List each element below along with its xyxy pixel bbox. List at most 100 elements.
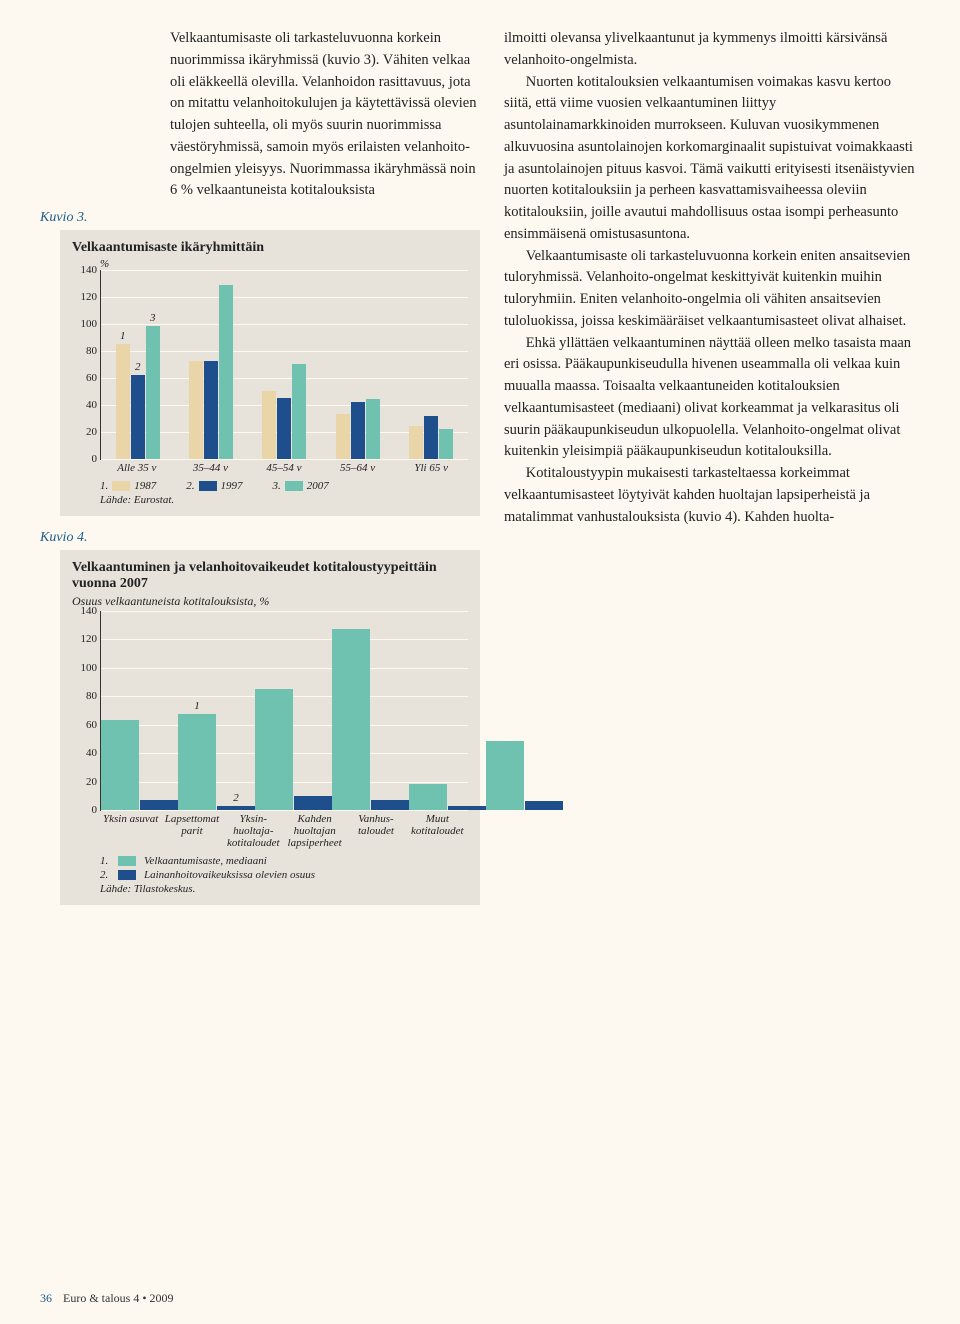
y-tick: 0 — [73, 804, 97, 816]
swatch — [285, 481, 303, 491]
bar-group: 12 — [178, 714, 255, 810]
legend-item: 1. 1987 — [100, 480, 156, 492]
bar — [140, 800, 178, 810]
bar: 2 — [131, 375, 145, 459]
bar — [277, 398, 291, 459]
right-para: Kotitaloustyypin mukaisesti tarkasteltae… — [504, 463, 920, 528]
bar — [439, 429, 453, 459]
x-label: Alle 35 v — [100, 462, 174, 474]
chart-source: Lähde: Tilastokeskus. — [100, 883, 468, 895]
bar — [448, 806, 486, 810]
x-label: 55–64 v — [321, 462, 395, 474]
y-tick: 100 — [73, 318, 97, 330]
kuvio3-label: Kuvio 3. — [40, 210, 480, 226]
bars: 123 — [101, 270, 468, 459]
bar — [366, 399, 380, 459]
bar-group — [262, 364, 306, 459]
right-para: Ehkä yllättäen velkaantuminen näyttää ol… — [504, 333, 920, 464]
y-tick: 60 — [73, 719, 97, 731]
kuvio4-label: Kuvio 4. — [40, 530, 480, 546]
bar-annot: 1 — [120, 330, 126, 342]
bar-group — [336, 399, 380, 459]
bar — [294, 796, 332, 810]
swatch — [118, 856, 136, 866]
bar — [336, 414, 350, 459]
legend-item: 1. Velkaantumisaste, mediaani — [100, 855, 468, 867]
bar — [255, 689, 293, 810]
bar-group — [255, 689, 332, 810]
right-para: Velkaantumisaste oli tarkasteluvuonna ko… — [504, 246, 920, 333]
x-label: Muut kotitaloudet — [407, 813, 468, 849]
legend-item: 2. 1997 — [186, 480, 242, 492]
intro-text: Velkaantumisaste oli tarkasteluvuonna ko… — [170, 28, 480, 202]
x-label: Lapsettomat parit — [161, 813, 222, 849]
bar: 1 — [178, 714, 216, 810]
plot-area: 020406080100120140123 — [100, 270, 468, 460]
bar — [424, 416, 438, 459]
x-label: Yksin asuvat — [100, 813, 161, 849]
x-labels: Alle 35 v35–44 v45–54 v55–64 vYli 65 v — [100, 462, 468, 474]
bar — [332, 629, 370, 810]
y-tick: 60 — [73, 372, 97, 384]
x-labels: Yksin asuvatLapsettomat paritYksin­huolt… — [100, 813, 468, 849]
bar — [525, 801, 563, 810]
gridline — [101, 810, 468, 811]
y-tick: 40 — [73, 747, 97, 759]
y-tick: 100 — [73, 662, 97, 674]
bar-group — [101, 720, 178, 810]
page-number: 36 — [40, 1291, 52, 1305]
chart-title: Velkaantuminen ja velanhoitovaikeudet ko… — [72, 560, 468, 592]
swatch — [112, 481, 130, 491]
bar — [204, 361, 218, 459]
x-label: Vanhus­taloudet — [345, 813, 406, 849]
y-unit: % — [100, 258, 468, 270]
right-para: ilmoitti olevansa ylivelkaantunut ja kym… — [504, 28, 920, 72]
bar-group: 123 — [116, 326, 160, 459]
bar-annot: 3 — [150, 312, 156, 324]
right-para: Nuorten kotitalouksien velkaantumisen vo… — [504, 72, 920, 246]
bar — [486, 741, 524, 810]
bar — [351, 402, 365, 459]
y-tick: 120 — [73, 633, 97, 645]
bar: 2 — [217, 806, 255, 810]
bar-group — [486, 741, 563, 810]
bar: 3 — [146, 326, 160, 459]
bar-group — [409, 784, 486, 810]
bar-annot: 2 — [233, 792, 239, 804]
legend: 1. 1987 2. 1997 3. 2007 — [100, 480, 468, 492]
x-label: 45–54 v — [247, 462, 321, 474]
bar — [409, 784, 447, 810]
right-column: ilmoitti olevansa ylivelkaantunut ja kym… — [504, 28, 920, 1258]
bar-annot: 1 — [194, 700, 200, 712]
bar-annot: 2 — [135, 361, 141, 373]
swatch — [199, 481, 217, 491]
bar — [101, 720, 139, 810]
bar — [219, 285, 233, 459]
y-tick: 120 — [73, 291, 97, 303]
swatch — [118, 870, 136, 880]
y-tick: 20 — [73, 776, 97, 788]
x-label: Kahden huoltajan lapsiperheet — [284, 813, 345, 849]
bar-group — [332, 629, 409, 810]
bar — [262, 391, 276, 459]
x-label: Yksin­huoltaja­kotitaloudet — [223, 813, 284, 849]
y-tick: 140 — [73, 264, 97, 276]
legend: 1. Velkaantumisaste, mediaani 2. Lainanho… — [100, 855, 468, 881]
plot-area: 02040608010012014012 — [100, 611, 468, 811]
legend-item: 2. Lainanhoitovaikeuksissa olevien osuus — [100, 869, 468, 881]
gridline — [101, 459, 468, 460]
y-tick: 0 — [73, 453, 97, 465]
bar-group — [409, 416, 453, 459]
kuvio3-chart: Velkaantumisaste ikäryhmittäin%020406080… — [60, 230, 480, 516]
journal-ref: Euro & talous 4 • 2009 — [63, 1291, 174, 1305]
bar: 1 — [116, 344, 130, 459]
chart-title: Velkaantumisaste ikäryhmittäin — [72, 240, 468, 256]
page-footer: 36 Euro & talous 4 • 2009 — [40, 1291, 174, 1306]
chart-subtitle: Osuus velkaantuneista kotitalouksista, % — [72, 594, 468, 609]
bar — [409, 426, 423, 459]
bars: 12 — [101, 611, 468, 810]
bar — [189, 361, 203, 459]
legend-item: 3. 2007 — [273, 480, 329, 492]
intro-para: Velkaantumisaste oli tarkasteluvuonna ko… — [170, 28, 480, 202]
y-tick: 40 — [73, 399, 97, 411]
